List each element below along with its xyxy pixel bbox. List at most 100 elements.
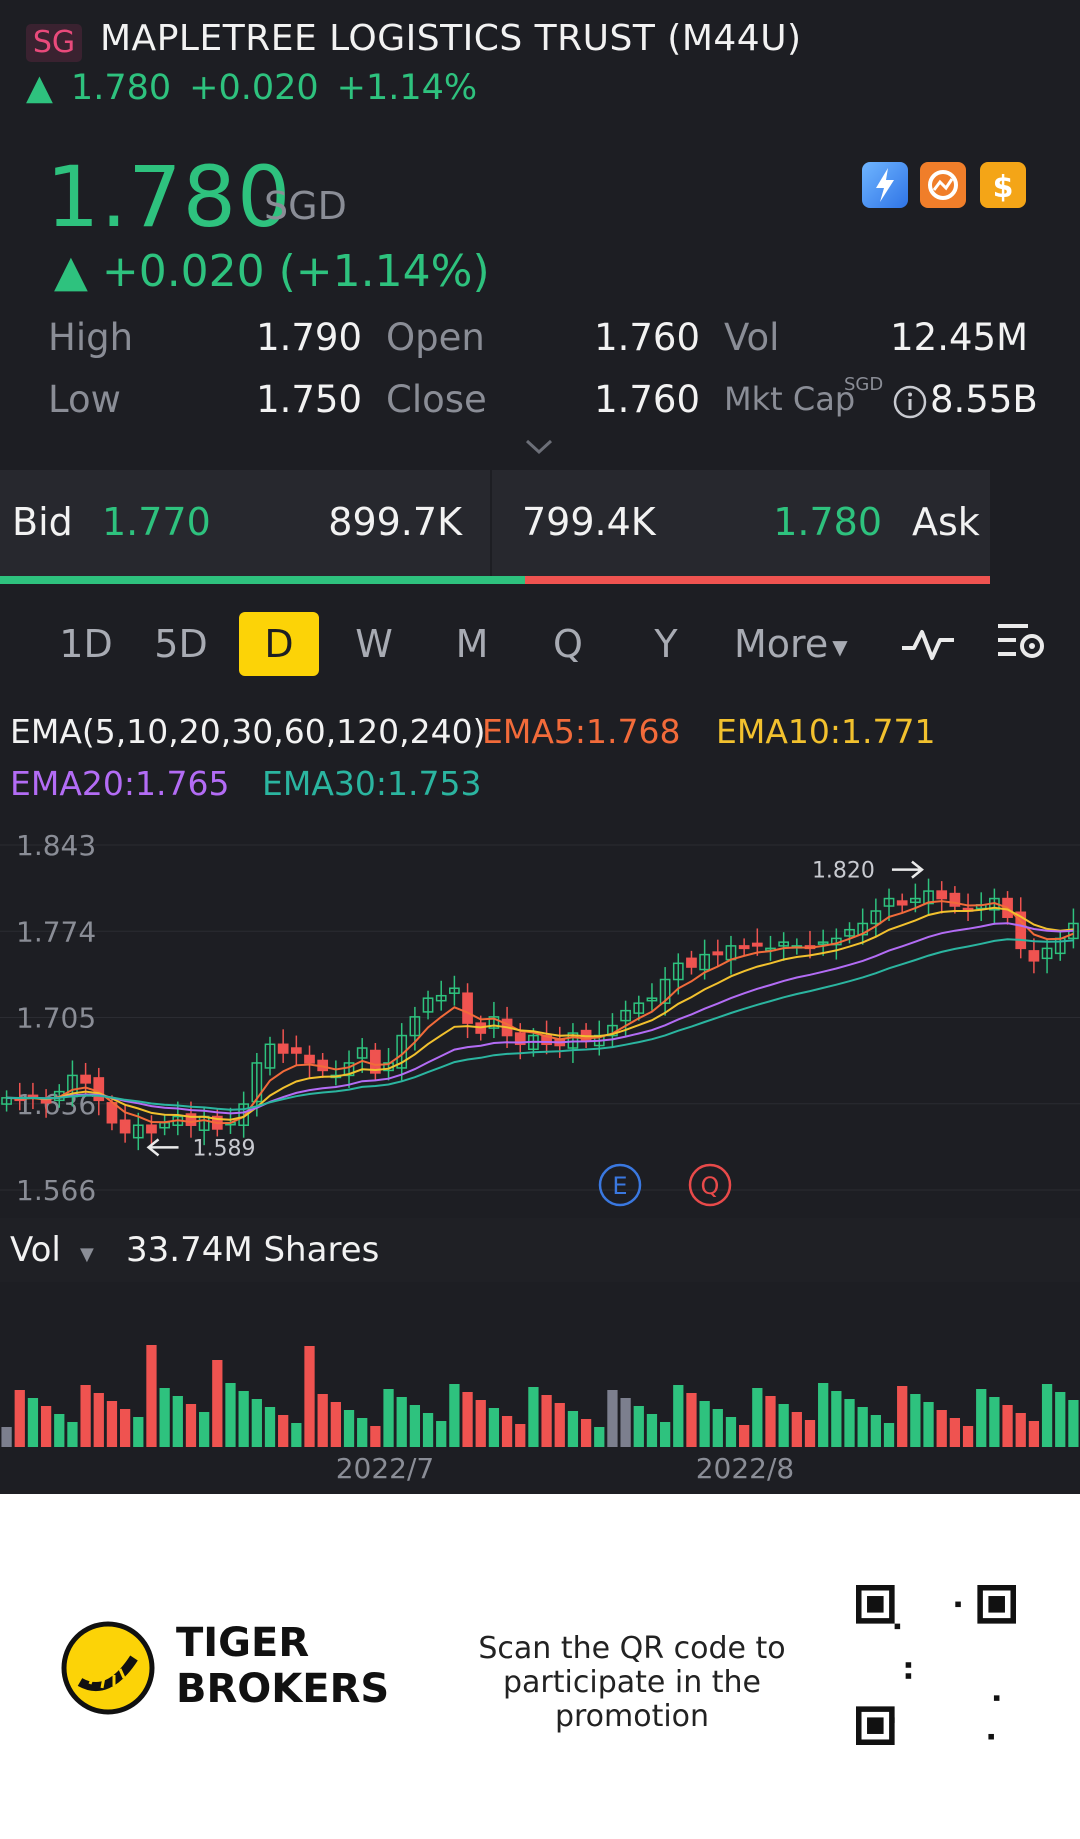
candle-body <box>251 1062 263 1103</box>
bid-ask-panel[interactable] <box>0 470 990 580</box>
qr-module <box>988 1733 994 1740</box>
mktcap-currency: SGD <box>844 374 884 395</box>
candle-body <box>396 1034 408 1069</box>
tab-monthly[interactable]: M <box>455 622 489 666</box>
x-axis-label: 2022/7 <box>336 1452 435 1485</box>
left-arrow-icon <box>146 1138 179 1157</box>
ema-title: EMA(5,10,20,30,60,120,240) <box>10 712 486 751</box>
volume-bar <box>317 1394 328 1447</box>
brand-name: TIGER BROKERS <box>176 1620 389 1712</box>
tab-5d[interactable]: 5D <box>154 622 208 666</box>
candle-body <box>277 1043 289 1054</box>
candle-body <box>738 945 750 950</box>
volume-bar <box>436 1421 447 1447</box>
candle-body <box>620 1009 631 1022</box>
bid-label: Bid <box>12 500 73 544</box>
volume-bar <box>962 1426 974 1447</box>
qr-module <box>905 1673 912 1679</box>
candle-body <box>80 1074 91 1084</box>
volume-bar <box>844 1399 855 1447</box>
volume-bar <box>620 1398 631 1447</box>
candle-body <box>185 1113 197 1126</box>
volume-bar <box>212 1360 223 1447</box>
volume-bar <box>238 1391 249 1447</box>
candle-body <box>449 987 460 994</box>
candlestick-chart[interactable]: 1.843 1.774 1.705 1.636 1.566 1.820 1.589 E Q <box>0 815 1080 1220</box>
candle-body <box>896 900 908 906</box>
volume-bar <box>409 1405 421 1447</box>
volume-bar <box>989 1397 1000 1447</box>
info-icon[interactable] <box>892 384 928 420</box>
volume-bar <box>580 1419 592 1447</box>
y-tick-label: 1.843 <box>16 829 96 862</box>
quarterly-event-icon-label: Q <box>701 1172 720 1200</box>
high-value: 1.790 <box>256 316 362 359</box>
candle-body <box>409 1016 421 1037</box>
chart-settings-icon[interactable] <box>996 618 1048 666</box>
tab-weekly[interactable]: W <box>355 622 393 666</box>
volume-bar <box>14 1390 25 1447</box>
candle-body <box>923 890 934 905</box>
candle-body <box>751 942 763 947</box>
candle-body <box>435 994 447 1002</box>
tab-1d[interactable]: 1D <box>59 622 113 666</box>
ema20-value: EMA20:1.765 <box>10 764 230 803</box>
volume-bar <box>278 1415 289 1447</box>
promo-line-1: Scan the QR code to <box>478 1631 786 1666</box>
candle-body <box>1 1097 12 1105</box>
y-tick-label: 1.774 <box>16 915 96 948</box>
low-marker-label: 1.589 <box>193 1136 256 1161</box>
promo-line-2: participate in the promotion <box>503 1665 761 1734</box>
volume-dropdown-icon[interactable]: ▼ <box>80 1244 94 1265</box>
volume-bar <box>449 1384 460 1447</box>
earnings-event-icon <box>598 1163 642 1207</box>
high-marker-label: 1.820 <box>812 859 875 884</box>
candle-body <box>304 1054 315 1064</box>
candle-body <box>712 951 724 956</box>
volume-bar <box>119 1409 131 1447</box>
qr-finder-center <box>867 1596 884 1613</box>
promo-text: Scan the QR code to participate in the p… <box>432 1632 832 1734</box>
mktcap-value: 8.55B <box>930 378 1038 421</box>
candle-body <box>1015 911 1027 950</box>
candle-body <box>778 941 790 947</box>
tab-daily[interactable]: D <box>239 612 319 676</box>
volume-label: Vol <box>10 1230 61 1270</box>
candle-body <box>936 890 948 900</box>
volume-bar <box>146 1345 157 1447</box>
qr-module <box>993 1695 1000 1701</box>
stock-title: MAPLETREE LOGISTICS TRUST (M44U) <box>100 18 802 59</box>
volume-header <box>0 1218 1080 1282</box>
flash-icon[interactable] <box>862 162 908 208</box>
ema30-value: EMA30:1.753 <box>262 764 482 803</box>
volume-bar <box>554 1403 565 1447</box>
chevron-down-icon[interactable] <box>524 432 554 462</box>
header-change: +0.020 <box>189 68 319 108</box>
quarterly-event-icon <box>688 1163 732 1207</box>
volume-bar <box>659 1422 671 1447</box>
tab-yearly[interactable]: Y <box>654 622 678 666</box>
options-icon[interactable] <box>920 162 966 208</box>
low-value: 1.750 <box>256 378 362 421</box>
candle-body <box>883 897 895 907</box>
candle-body <box>146 1124 157 1134</box>
volume-bar <box>1068 1400 1079 1447</box>
volume-bar <box>541 1395 552 1447</box>
volume-bar <box>567 1411 579 1447</box>
open-value: 1.760 <box>594 316 700 359</box>
vol-label: Vol <box>724 316 780 359</box>
volume-chart[interactable]: 2022/7 2022/8 <box>0 1282 1080 1494</box>
dollar-icon[interactable]: $ <box>980 162 1026 208</box>
candle-body <box>1028 950 1040 962</box>
indicator-icon[interactable] <box>900 622 956 666</box>
volume-bar <box>1041 1384 1053 1447</box>
volume-bar <box>251 1399 262 1447</box>
tab-more[interactable]: More ▼ <box>734 612 848 676</box>
bid-size: 899.7K <box>328 500 462 544</box>
candle-body <box>672 962 684 981</box>
candle-body <box>633 1002 645 1014</box>
x-axis-label: 2022/8 <box>696 1452 795 1485</box>
candle-body <box>870 910 882 925</box>
volume-bar <box>330 1402 341 1447</box>
tab-quarterly[interactable]: Q <box>553 622 583 666</box>
